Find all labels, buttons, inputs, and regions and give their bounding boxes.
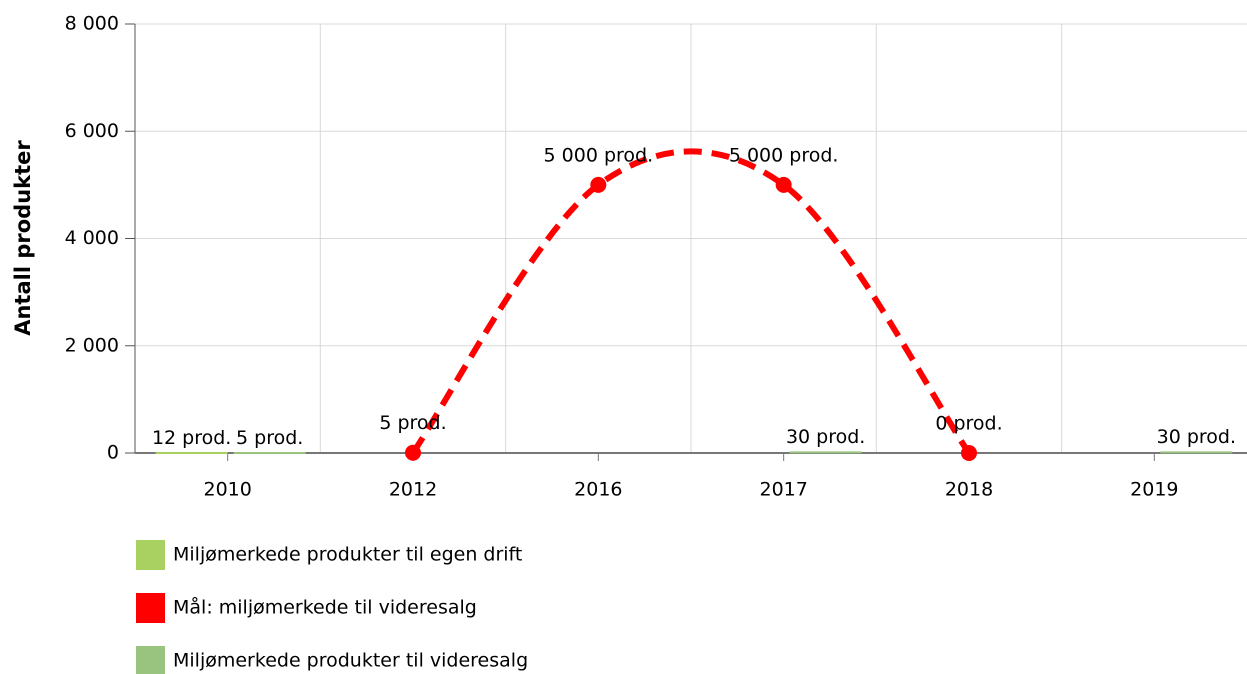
legend-label: Miljømerkede produkter til videresalg (173, 650, 528, 672)
legend-swatch (136, 646, 165, 674)
data-label: 5 prod. (236, 427, 303, 449)
x-tick-label: 2012 (389, 479, 437, 501)
x-tick-label: 2017 (759, 479, 807, 501)
data-label: 30 prod. (1157, 426, 1236, 448)
data-label: 5 prod. (379, 412, 446, 434)
y-tick-label: 6 000 (65, 120, 119, 142)
line (410, 148, 972, 455)
x-tick-label: 2019 (1130, 479, 1178, 501)
data-label: 5 000 prod. (729, 144, 839, 166)
y-tick-label: 4 000 (65, 227, 119, 249)
bar (1160, 451, 1233, 454)
x-tick-label: 2018 (945, 479, 993, 501)
y-tick-label: 0 (107, 442, 119, 464)
data-label: 5 000 prod. (544, 144, 654, 166)
bar (155, 452, 228, 454)
y-axis-title: Antall produkter (11, 140, 35, 336)
x-tick-label: 2016 (574, 479, 622, 501)
point (590, 176, 607, 193)
legend-label: Mål: miljømerkede til videresalg (173, 596, 477, 619)
data-label: 0 prod. (935, 413, 1002, 435)
legend-label: Miljømerkede produkter til egen drift (173, 544, 522, 566)
data-label: 12 prod. (152, 427, 231, 449)
point (405, 444, 421, 461)
bar (789, 451, 862, 454)
x-tick-label: 2010 (203, 479, 251, 501)
y-tick-label: 2 000 (65, 334, 119, 356)
legend-swatch (136, 593, 165, 623)
legend-swatch (136, 540, 165, 570)
point (775, 176, 792, 193)
bar (233, 452, 306, 454)
y-tick-label: 8 000 (65, 13, 119, 35)
data-label: 30 prod. (786, 426, 865, 448)
point (961, 445, 977, 461)
